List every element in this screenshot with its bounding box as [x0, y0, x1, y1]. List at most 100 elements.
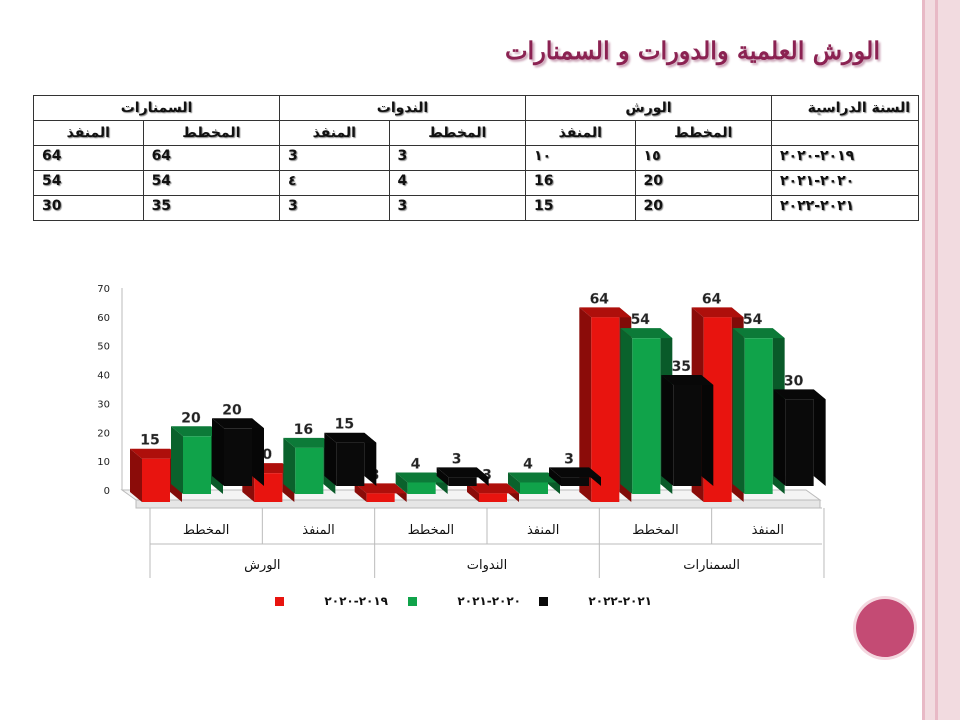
bar-top: [691, 307, 744, 318]
bar-value-label: 20: [181, 410, 201, 426]
bar-left: [354, 483, 367, 502]
bar-top: [507, 472, 560, 483]
table-cell: 20: [634, 170, 773, 196]
bar-side: [701, 375, 714, 486]
bar-value-label: 64: [702, 291, 722, 307]
table-cell: 54: [142, 170, 281, 196]
bar: [183, 436, 211, 494]
category-label: المنفذ: [302, 523, 334, 538]
empty-cell: [771, 120, 919, 146]
bar-value-label: 64: [590, 291, 610, 307]
bar: [366, 493, 395, 502]
bar: [142, 458, 170, 502]
bar: [785, 399, 814, 486]
legend-label: ٢٠١٩-٢٠٢٠: [324, 594, 388, 608]
bar-left: [507, 472, 520, 494]
table-cell: 16: [525, 170, 636, 196]
bar-left: [548, 467, 561, 486]
table-row: ٢٠٢١-٢٠٢٢ 20 15 3 3 35 30: [33, 195, 919, 221]
year-cell: ٢٠١٩-٢٠٢٠: [771, 145, 919, 171]
y-tick-label: 30: [97, 399, 110, 410]
table-cell: 15: [525, 195, 636, 221]
bar-top: [620, 328, 673, 339]
bar-top: [436, 467, 489, 478]
y-tick-label: 70: [97, 284, 110, 295]
bar: [673, 385, 702, 486]
y-tick-label: 10: [97, 457, 110, 468]
page-title: الورش العلمية والدورات و السمنارات: [504, 36, 880, 65]
y-tick-label: 20: [97, 428, 110, 439]
bar-left: [324, 432, 337, 486]
bar: [448, 477, 477, 486]
subheader-cell: المنفذ: [279, 120, 390, 146]
legend-swatch: [539, 597, 548, 606]
legend-label: ٢٠٢٠-٢٠٢١: [457, 594, 521, 608]
bar: [295, 447, 324, 494]
bar-value-label: 3: [564, 451, 574, 467]
decorative-side-bar: [922, 0, 960, 720]
subheader-cell: المنفذ: [33, 120, 144, 146]
header-seminars: السمنارات: [32, 95, 281, 121]
bar-side: [364, 432, 377, 486]
group-label: الورش: [244, 558, 280, 573]
bar-left: [579, 307, 592, 502]
year-cell: ٢٠٢٠-٢٠٢١: [771, 170, 919, 196]
bar-value-label: 35: [672, 359, 691, 375]
bar-value-label: 3: [452, 451, 462, 467]
y-tick-label: 60: [97, 313, 110, 324]
category-label: المخطط: [632, 523, 678, 538]
table-row: ٢٠٢٠-٢٠٢١ 20 16 4 ٤ 54 54: [33, 170, 919, 196]
bar-left: [661, 375, 674, 486]
bar-left: [395, 472, 408, 494]
bar-top: [130, 448, 182, 459]
table-cell: 64: [33, 145, 144, 171]
subheader-cell: المخطط: [388, 120, 527, 146]
decorative-line: [935, 0, 938, 720]
year-cell: ٢٠٢١-٢٠٢٢: [771, 195, 919, 221]
category-label: المخطط: [183, 523, 229, 538]
bar-value-label: 4: [411, 456, 421, 472]
legend-swatch: [408, 597, 417, 606]
legend-swatch: [275, 597, 284, 606]
bar-left: [283, 437, 296, 494]
bar: [744, 338, 773, 494]
bar-value-label: 15: [335, 417, 354, 433]
table-cell: 20: [634, 195, 773, 221]
y-tick-label: 0: [104, 486, 110, 497]
bar-top: [773, 389, 826, 400]
bar-value-label: 30: [784, 373, 804, 389]
decorative-line: [922, 0, 925, 720]
bar-value-label: 54: [631, 312, 651, 328]
bar: [591, 317, 620, 502]
category-label: المخطط: [408, 523, 454, 538]
bar-top: [171, 426, 223, 437]
y-tick-label: 50: [97, 342, 110, 353]
table-cell: 4: [388, 170, 527, 196]
bar: [478, 493, 507, 502]
bar: [560, 477, 589, 486]
bar-left: [436, 467, 449, 486]
bar-top: [283, 437, 336, 448]
bar-top: [579, 307, 632, 318]
bar-top: [732, 328, 785, 339]
bar-top: [354, 483, 407, 494]
group-label: السمنارات: [683, 558, 740, 573]
bar: [336, 442, 365, 486]
bar-value-label: 15: [140, 433, 159, 449]
table-header-row: السنة الدراسية الورش الندوات السمنارات: [32, 95, 919, 121]
bar-value-label: 54: [743, 312, 763, 328]
group-label: الندوات: [467, 558, 507, 573]
decorative-circle: [856, 599, 914, 657]
bar: [632, 338, 661, 494]
bar-left: [130, 448, 142, 502]
bar-side: [813, 389, 826, 486]
bar-left: [212, 418, 224, 486]
bar-value-label: 16: [294, 422, 313, 438]
bar-left: [732, 328, 745, 494]
bar-top: [548, 467, 601, 478]
bar-top: [661, 375, 714, 385]
category-label: المنفذ: [752, 523, 784, 538]
table-cell: 30: [33, 195, 144, 221]
bar-top: [212, 418, 264, 429]
